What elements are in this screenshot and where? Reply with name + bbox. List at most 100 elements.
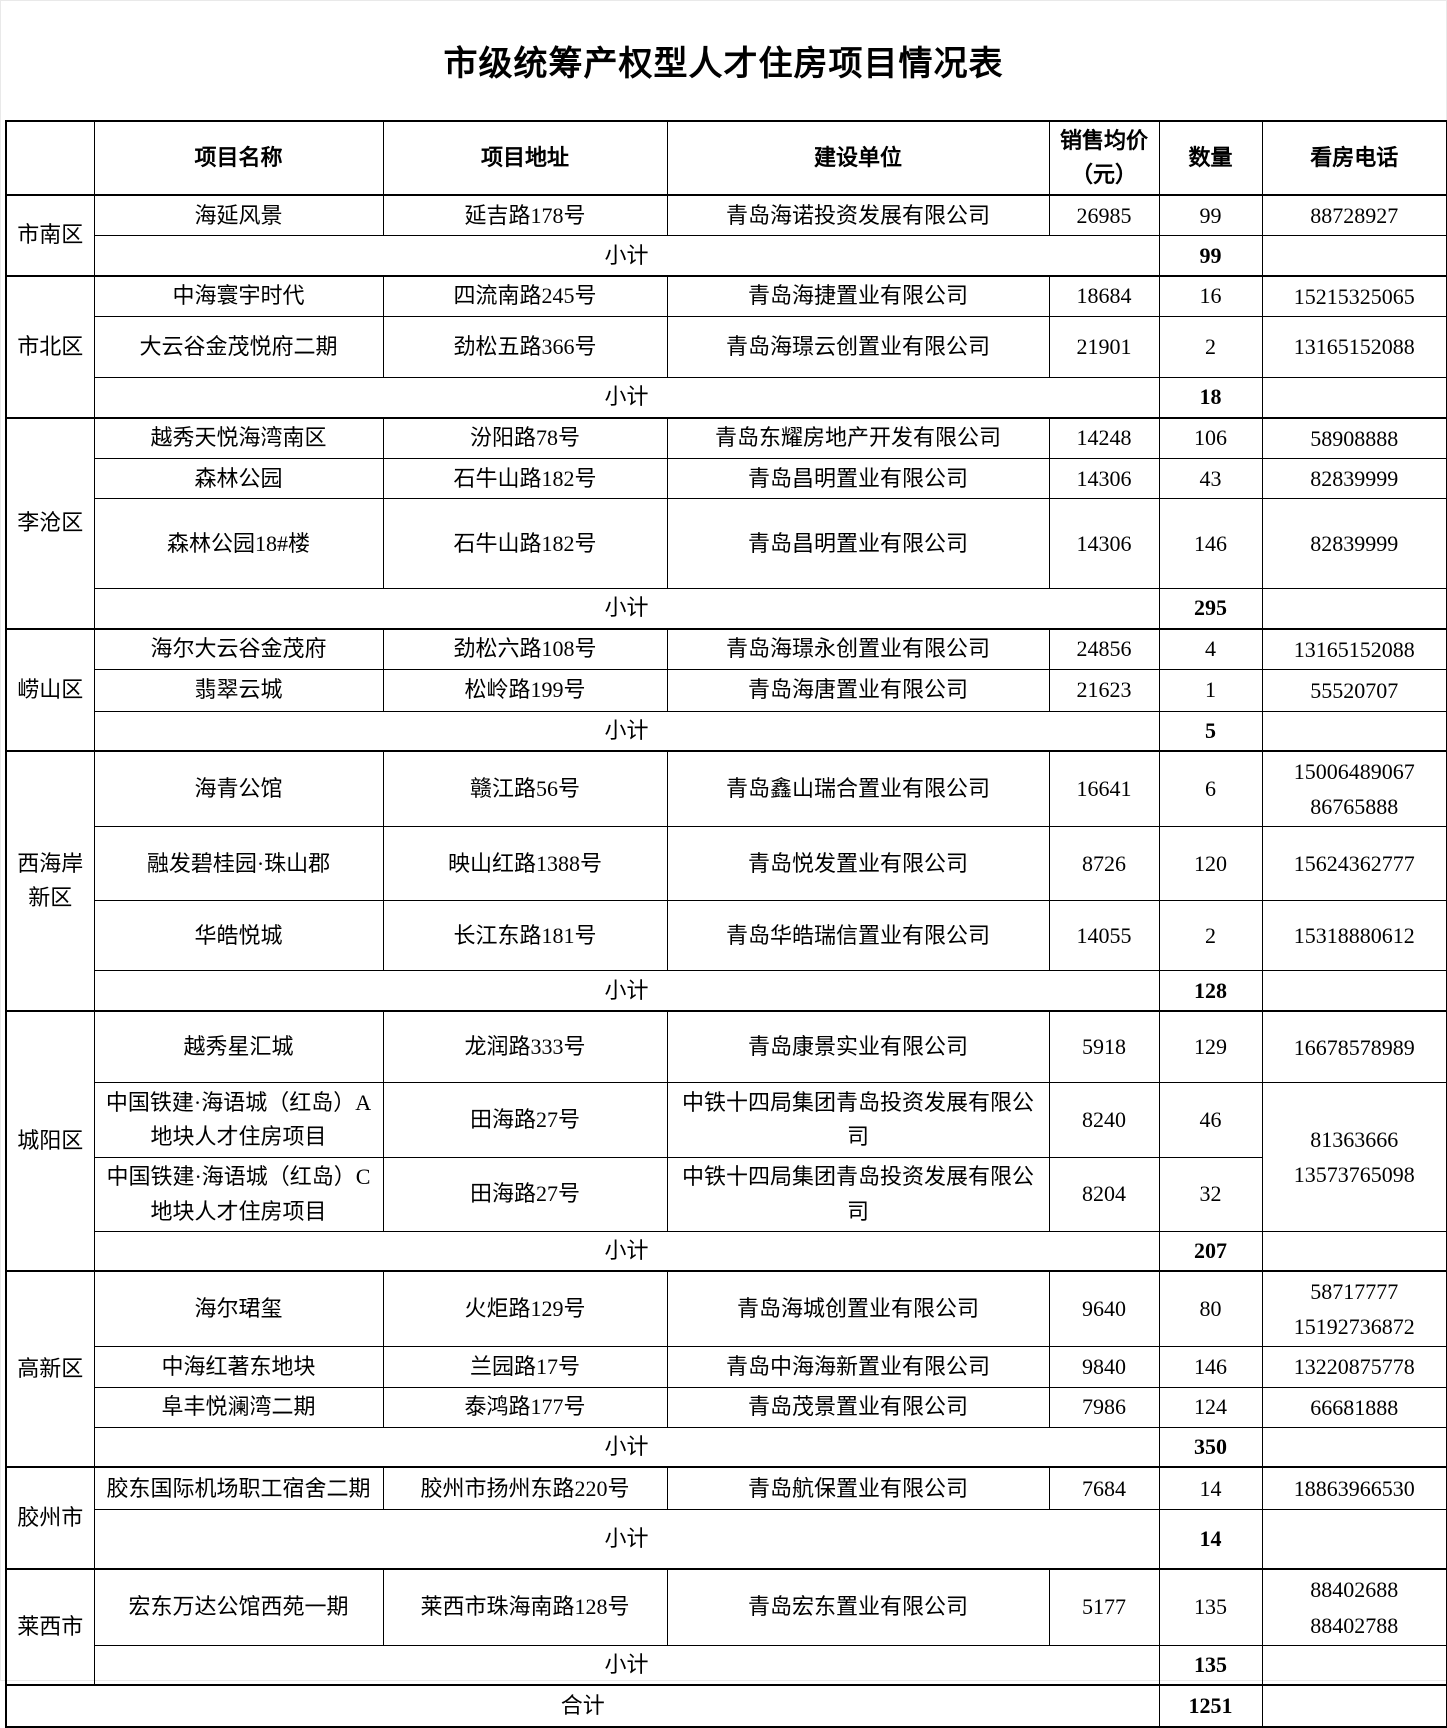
subtotal-phone-cell <box>1261 710 1447 752</box>
total-qty-cell: 1251 <box>1158 1683 1263 1728</box>
project-address-cell: 田海路27号 <box>382 1157 668 1232</box>
district-cell: 崂山区 <box>5 627 95 752</box>
subtotal-phone-cell <box>1261 1508 1447 1570</box>
price-cell: 5177 <box>1048 1568 1160 1646</box>
project-name-cell: 宏东万达公馆西苑一期 <box>93 1568 384 1646</box>
company-cell: 青岛东耀房地产开发有限公司 <box>666 416 1050 460</box>
project-name-cell: 大云谷金茂悦府二期 <box>93 316 384 379</box>
project-address-cell: 龙润路333号 <box>382 1009 668 1084</box>
phone-line: 88728927 <box>1310 203 1399 229</box>
phone-line: 15006489067 <box>1293 759 1415 785</box>
company-cell: 青岛海捷置业有限公司 <box>666 274 1050 318</box>
phone-line: 16678578989 <box>1293 1034 1415 1060</box>
project-address-cell: 映山红路1388号 <box>382 826 668 902</box>
subtotal-label-cell: 小计 <box>93 1426 1160 1468</box>
company-cell: 青岛海唐置业有限公司 <box>666 668 1050 712</box>
company-cell: 中铁十四局集团青岛投资发展有限公司 <box>666 1157 1050 1232</box>
qty-cell: 1 <box>1158 668 1263 712</box>
district-cell: 莱西市 <box>5 1568 95 1686</box>
company-cell: 中铁十四局集团青岛投资发展有限公司 <box>666 1082 1050 1159</box>
qty-cell: 106 <box>1158 416 1263 460</box>
phone-line: 15215325065 <box>1293 283 1415 309</box>
company-cell: 青岛昌明置业有限公司 <box>666 498 1050 590</box>
project-name-cell: 胶东国际机场职工宿舍二期 <box>93 1466 384 1510</box>
total-phone-cell <box>1261 1683 1447 1728</box>
project-name-cell: 中海寰宇时代 <box>93 274 384 318</box>
project-address-cell: 泰鸿路177号 <box>382 1386 668 1428</box>
company-cell: 青岛海璟云创置业有限公司 <box>666 316 1050 379</box>
price-cell: 5918 <box>1048 1009 1160 1084</box>
project-name-cell: 翡翠云城 <box>93 668 384 712</box>
subtotal-phone-cell <box>1261 1644 1447 1686</box>
phone-line: 58908888 <box>1310 425 1399 451</box>
project-address-cell: 汾阳路78号 <box>382 416 668 460</box>
qty-cell: 99 <box>1158 194 1263 237</box>
project-name-cell: 中国铁建·海语城（红岛）C地块人才住房项目 <box>93 1157 384 1232</box>
phone-line: 18863966530 <box>1293 1476 1415 1501</box>
company-cell: 青岛茂景置业有限公司 <box>666 1386 1050 1428</box>
company-cell: 青岛华皓瑞信置业有限公司 <box>666 900 1050 972</box>
qty-cell: 32 <box>1158 1157 1263 1232</box>
phone-cell: 13165152088 <box>1261 316 1447 379</box>
company-cell: 青岛悦发置业有限公司 <box>666 826 1050 902</box>
company-cell: 青岛康景实业有限公司 <box>666 1009 1050 1084</box>
project-address-cell: 莱西市珠海南路128号 <box>382 1568 668 1646</box>
qty-cell: 124 <box>1158 1386 1263 1428</box>
district-cell: 李沧区 <box>5 416 95 630</box>
phone-line: 86765888 <box>1310 794 1399 820</box>
project-address-cell: 劲松五路366号 <box>382 316 668 379</box>
subtotal-label-cell: 小计 <box>93 377 1160 419</box>
subtotal-phone-cell <box>1261 235 1447 277</box>
phone-cell: 16678578989 <box>1261 1009 1447 1084</box>
price-cell: 9840 <box>1048 1346 1160 1388</box>
phone-cell: 81363666 13573765098 <box>1261 1082 1447 1232</box>
phone-cell: 13220875778 <box>1261 1346 1447 1388</box>
company-cell: 青岛宏东置业有限公司 <box>666 1568 1050 1646</box>
subtotal-qty-cell: 99 <box>1158 235 1263 277</box>
project-address-cell: 兰园路17号 <box>382 1346 668 1388</box>
phone-cell: 55520707 <box>1261 668 1447 712</box>
company-cell: 青岛鑫山瑞合置业有限公司 <box>666 750 1050 828</box>
subtotal-phone-cell <box>1261 1426 1447 1468</box>
subtotal-label-cell: 小计 <box>93 970 1160 1012</box>
qty-cell: 129 <box>1158 1009 1263 1084</box>
phone-cell: 15624362777 <box>1261 826 1447 902</box>
qty-cell: 146 <box>1158 498 1263 590</box>
subtotal-qty-cell: 295 <box>1158 588 1263 630</box>
qty-cell: 14 <box>1158 1466 1263 1510</box>
qty-cell: 6 <box>1158 750 1263 828</box>
project-address-cell: 松岭路199号 <box>382 668 668 712</box>
project-name-cell: 海尔大云谷金茂府 <box>93 627 384 670</box>
project-address-cell: 长江东路181号 <box>382 900 668 972</box>
phone-cell: 15006489067 86765888 <box>1261 750 1447 828</box>
phone-line: 13165152088 <box>1293 636 1415 662</box>
district-cell: 高新区 <box>5 1270 95 1468</box>
phone-line: 15318880612 <box>1293 923 1415 949</box>
price-cell: 21623 <box>1048 668 1160 712</box>
col-header-qty: 数量 <box>1158 120 1263 197</box>
project-name-cell: 华皓悦城 <box>93 900 384 972</box>
phone-cell: 82839999 <box>1261 498 1447 590</box>
phone-cell: 66681888 <box>1261 1386 1447 1428</box>
price-cell: 21901 <box>1048 316 1160 379</box>
price-cell: 14306 <box>1048 498 1160 590</box>
price-cell: 16641 <box>1048 750 1160 828</box>
project-address-cell: 胶州市扬州东路220号 <box>382 1466 668 1510</box>
subtotal-qty-cell: 207 <box>1158 1230 1263 1272</box>
phone-line: 58717777 <box>1310 1279 1399 1305</box>
subtotal-qty-cell: 135 <box>1158 1644 1263 1686</box>
page-title: 市级统筹产权型人才住房项目情况表 <box>443 46 1004 83</box>
qty-cell: 2 <box>1158 316 1263 379</box>
district-cell: 城阳区 <box>5 1009 95 1272</box>
project-address-cell: 劲松六路108号 <box>382 627 668 670</box>
project-name-cell: 海延风景 <box>93 194 384 237</box>
subtotal-qty-cell: 350 <box>1158 1426 1263 1468</box>
phone-line: 15192736872 <box>1293 1314 1415 1340</box>
project-name-cell: 森林公园 <box>93 458 384 500</box>
phone-cell: 88728927 <box>1261 194 1447 237</box>
subtotal-qty-cell: 18 <box>1158 377 1263 419</box>
phone-line: 13573765098 <box>1293 1162 1415 1187</box>
company-cell: 青岛海璟永创置业有限公司 <box>666 627 1050 670</box>
company-cell: 青岛中海海新置业有限公司 <box>666 1346 1050 1388</box>
subtotal-label-cell: 小计 <box>93 1644 1160 1686</box>
